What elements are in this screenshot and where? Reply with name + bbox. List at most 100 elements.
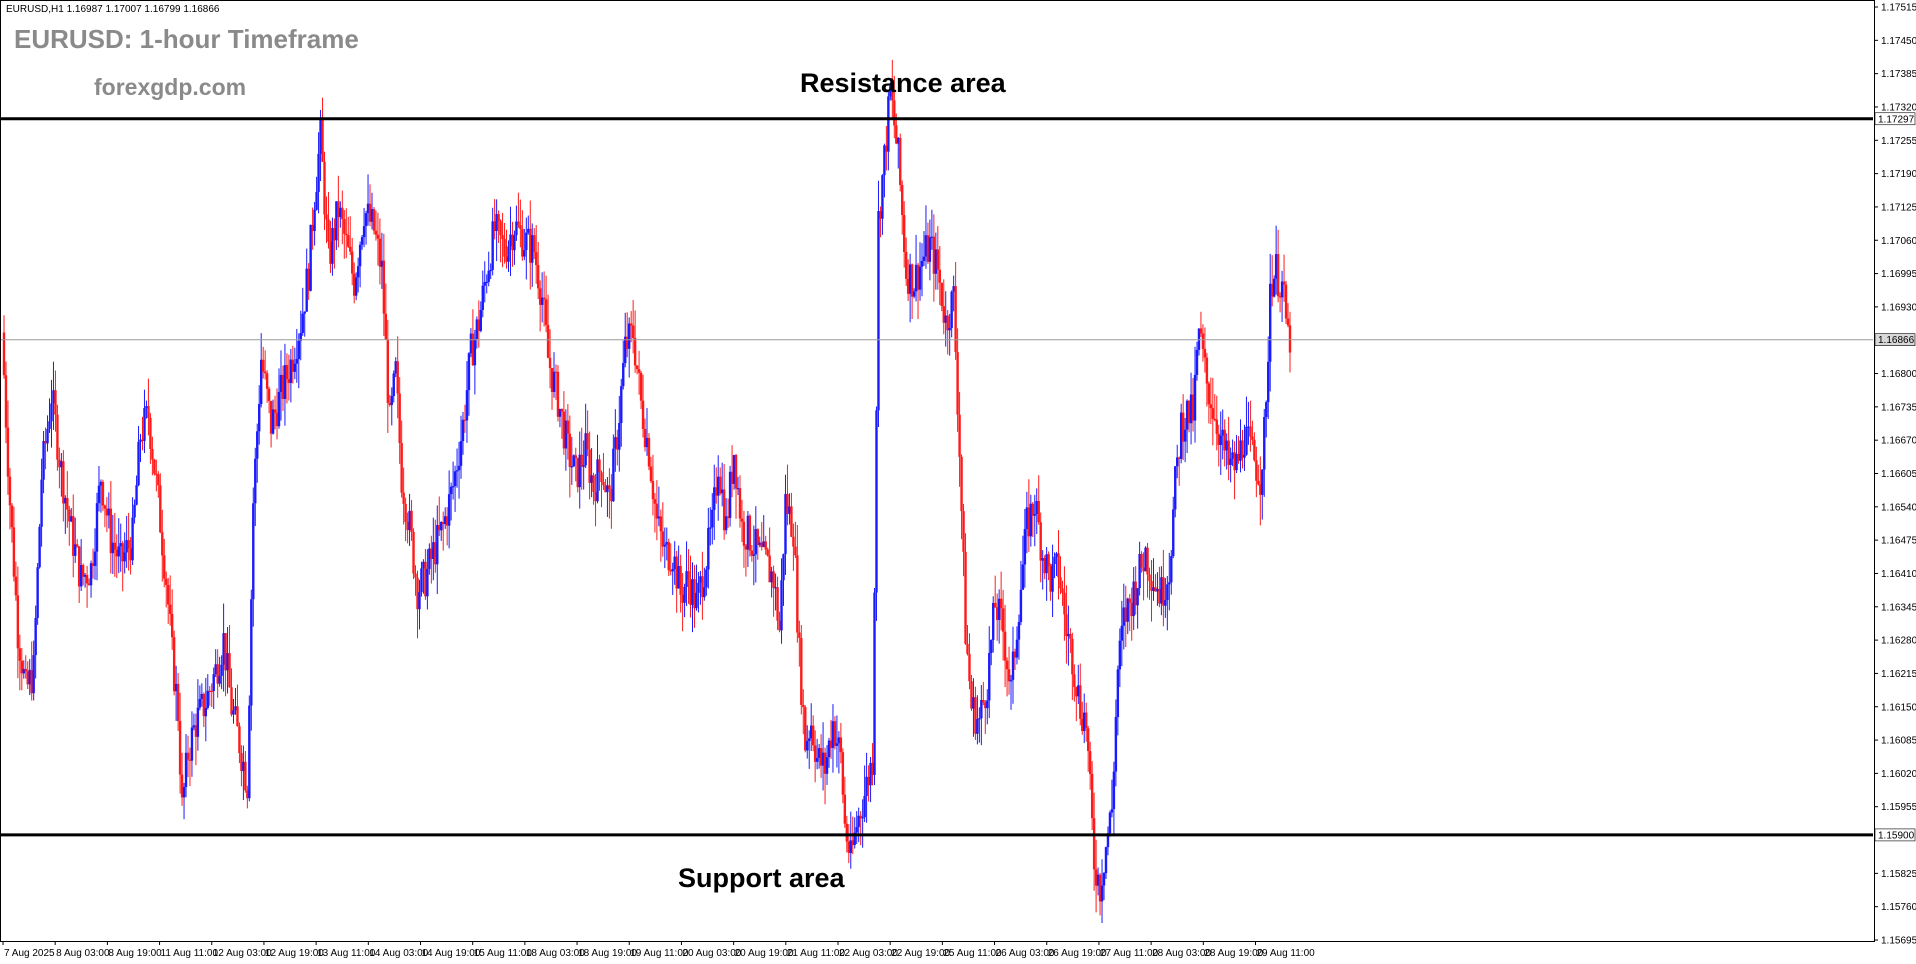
bull-candle-body	[465, 390, 469, 421]
bull-candle-body	[42, 440, 45, 480]
bear-candle-body	[1215, 419, 1218, 434]
bull-candle-body	[889, 85, 892, 97]
bear-candle-body	[651, 481, 655, 500]
bear-candle-body	[85, 574, 89, 584]
bear-candle-body	[802, 704, 805, 708]
bear-candle-body	[730, 471, 734, 484]
bull-candle-body	[1051, 564, 1054, 592]
bull-candle-body	[301, 313, 304, 333]
bull-candle-body	[1077, 685, 1080, 697]
time-tick-label: 14 Aug 03:00	[369, 948, 428, 959]
chart-frame	[0, 0, 1875, 942]
time-tick-label: 28 Aug 03:00	[1152, 948, 1211, 959]
bear-candle-body	[1128, 598, 1131, 603]
bear-candle-body	[1251, 436, 1254, 440]
bull-candle-body	[762, 541, 765, 548]
bear-candle-body	[639, 372, 643, 401]
bear-candle-body	[867, 776, 870, 786]
bull-candle-body	[1023, 529, 1027, 565]
bear-candle-body	[764, 541, 767, 550]
bull-candle-body	[436, 525, 439, 565]
time-tick-label: 11 Aug 11:00	[161, 948, 219, 959]
bull-candle-body	[360, 237, 364, 245]
bear-candle-body	[1005, 660, 1009, 670]
bull-candle-body	[277, 391, 281, 427]
bull-candle-body	[978, 718, 981, 720]
bear-candle-body	[76, 544, 79, 547]
bull-candle-body	[64, 497, 67, 504]
bear-candle-body	[940, 282, 943, 307]
bull-candle-body	[459, 441, 463, 466]
bear-candle-body	[323, 161, 326, 215]
price-tick-label: 1.16735	[1881, 402, 1916, 413]
bear-candle-body	[556, 371, 560, 417]
bull-candle-body	[52, 390, 55, 404]
bear-candle-body	[345, 233, 348, 236]
bull-candle-body	[390, 395, 393, 405]
bear-candle-body	[159, 485, 162, 533]
bull-candle-body	[32, 655, 35, 694]
bear-candle-body	[776, 587, 779, 621]
bull-candle-body	[107, 508, 111, 516]
bull-candle-body	[875, 410, 878, 593]
bull-candle-body	[174, 683, 178, 692]
bull-candle-body	[1033, 514, 1036, 516]
bull-candle-body	[313, 209, 316, 231]
bear-candle-body	[722, 489, 726, 531]
bear-candle-body	[756, 529, 759, 545]
bear-candle-body	[534, 252, 538, 266]
bull-candle-body	[1225, 440, 1228, 451]
bear-candle-body	[273, 409, 277, 413]
bear-candle-body	[1284, 284, 1288, 319]
bull-candle-body	[695, 592, 698, 609]
bear-candle-body	[901, 185, 904, 216]
bull-candle-body	[1272, 278, 1276, 297]
bull-candle-body	[1067, 633, 1070, 637]
candle-series	[2, 59, 1292, 923]
bear-candle-body	[352, 273, 356, 296]
price-tick-label: 1.16020	[1881, 769, 1916, 780]
bear-candle-body	[1075, 687, 1078, 697]
bear-candle-body	[18, 648, 22, 661]
bull-candle-body	[449, 486, 453, 495]
bear-candle-body	[1241, 440, 1244, 458]
bull-candle-body	[83, 574, 87, 577]
bear-candle-body	[1124, 607, 1127, 622]
price-tick-label: 1.16215	[1881, 669, 1916, 680]
bear-candle-body	[637, 369, 641, 373]
bull-candle-body	[271, 409, 275, 434]
bull-candle-body	[196, 707, 200, 737]
bull-candle-body	[914, 264, 918, 292]
bear-candle-body	[1092, 818, 1096, 870]
bear-candle-body	[895, 125, 898, 144]
bull-candle-body	[924, 235, 928, 257]
bull-candle-body	[1221, 429, 1224, 436]
price-tick-label: 1.15955	[1881, 802, 1916, 813]
bull-candle-body	[928, 237, 932, 262]
bear-candle-body	[56, 414, 59, 460]
bear-candle-body	[946, 315, 949, 331]
bear-candle-body	[236, 706, 239, 727]
bear-candle-body	[533, 235, 536, 253]
price-tick-label: 1.16800	[1881, 369, 1916, 380]
bear-candle-body	[800, 637, 803, 705]
bear-candle-body	[995, 607, 999, 620]
bear-candle-body	[641, 400, 645, 429]
resistance-price-tag-label: 1.17297	[1878, 114, 1915, 125]
bull-candle-body	[38, 526, 41, 568]
bear-candle-body	[382, 260, 386, 314]
bear-candle-body	[1085, 712, 1088, 729]
bull-candle-body	[258, 404, 261, 432]
bear-candle-body	[647, 437, 651, 467]
bear-candle-body	[568, 433, 572, 467]
bull-candle-body	[920, 260, 924, 267]
bear-candle-body	[715, 487, 718, 496]
bear-candle-body	[748, 515, 752, 551]
bull-candle-body	[192, 725, 196, 728]
bear-candle-body	[129, 548, 132, 561]
bull-candle-body	[1132, 581, 1135, 617]
bear-candle-body	[285, 365, 289, 380]
bull-candle-body	[992, 603, 995, 640]
bull-candle-body	[1025, 507, 1029, 530]
bull-candle-body	[897, 137, 900, 144]
